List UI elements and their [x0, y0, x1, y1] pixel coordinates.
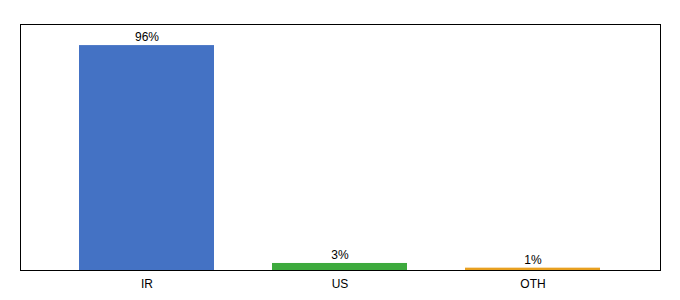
- svg-text:3%: 3%: [331, 248, 349, 262]
- svg-text:IR: IR: [141, 277, 153, 291]
- svg-text:OTH: OTH: [520, 277, 545, 291]
- svg-text:US: US: [332, 277, 349, 291]
- svg-text:1%: 1%: [524, 253, 542, 267]
- svg-text:96%: 96%: [135, 30, 159, 44]
